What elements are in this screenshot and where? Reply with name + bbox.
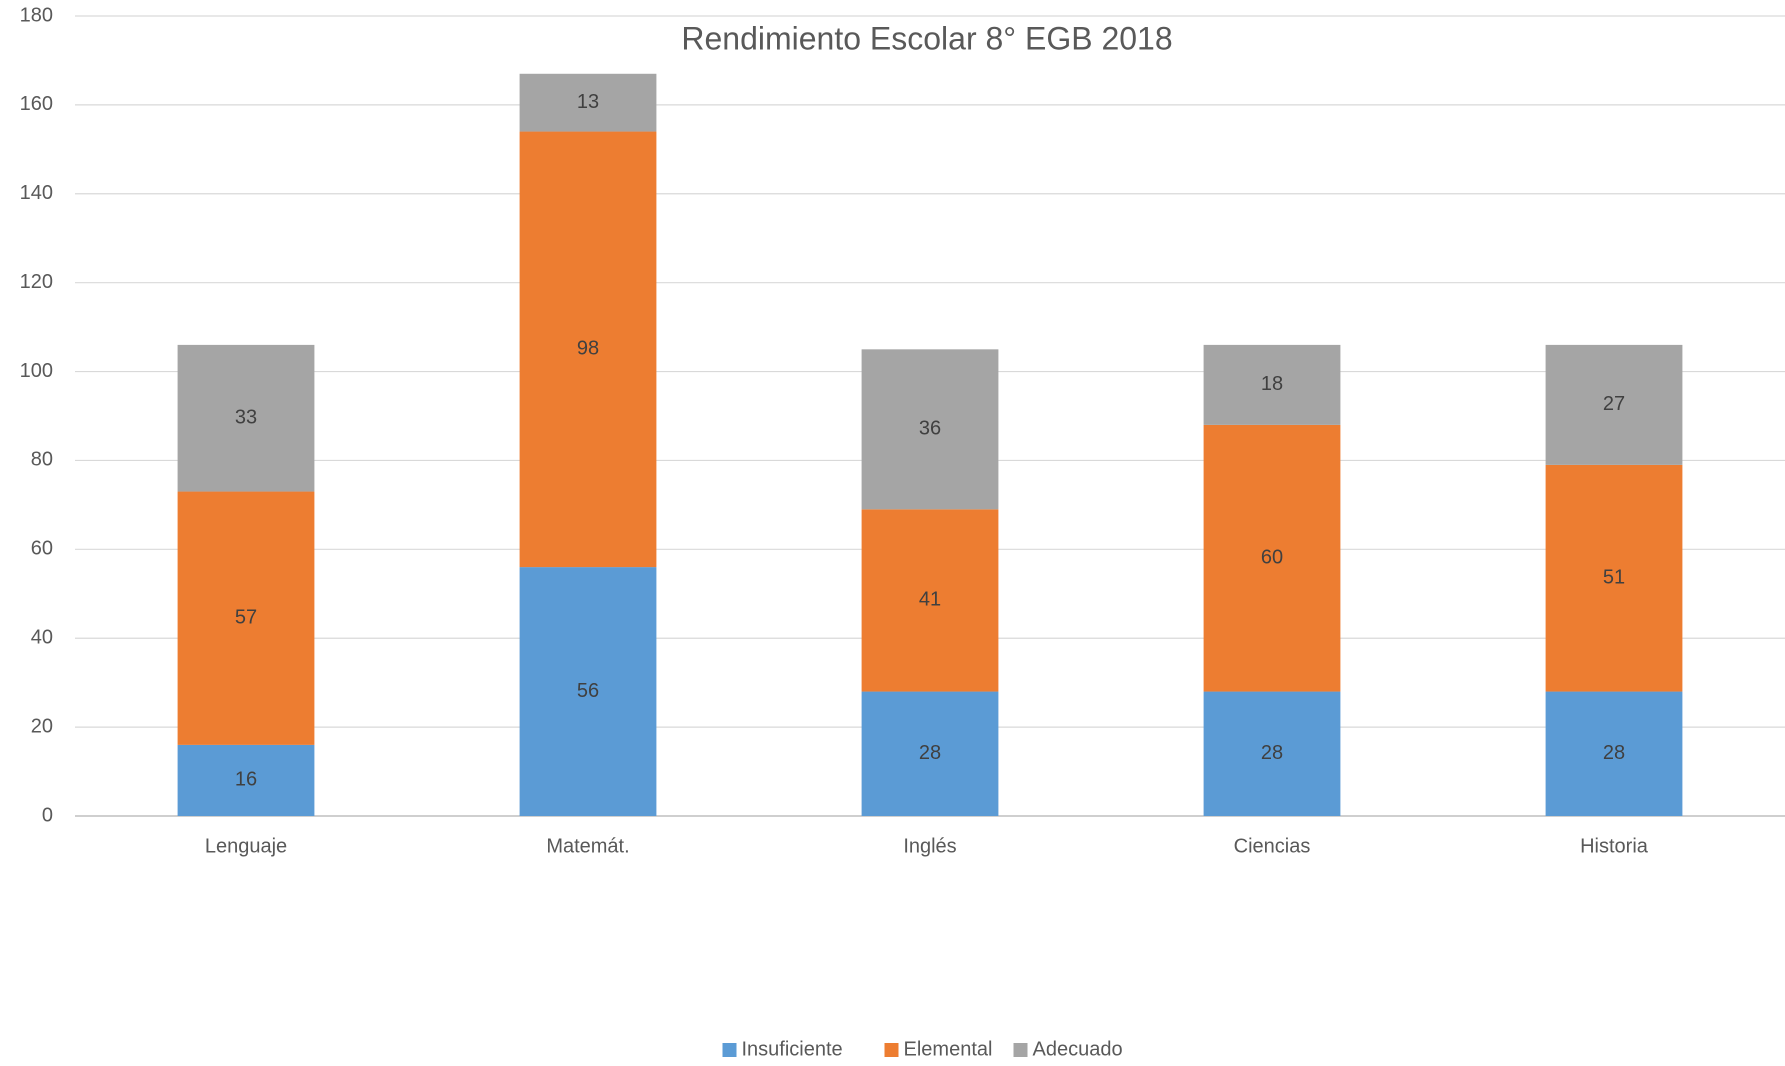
data-label: 27 — [1603, 393, 1625, 415]
y-tick-label: 140 — [20, 182, 53, 204]
data-label: 28 — [1261, 742, 1283, 764]
legend-swatch — [1013, 1043, 1028, 1057]
chart-title: Rendimiento Escolar 8° EGB 2018 — [681, 20, 1172, 56]
data-label: 28 — [1603, 742, 1625, 764]
y-tick-label: 80 — [31, 449, 53, 471]
y-tick-label: 40 — [31, 627, 53, 649]
bar-segment — [519, 73, 657, 132]
bar-segment — [1203, 344, 1341, 425]
bar-segment — [519, 567, 657, 816]
data-label: 51 — [1603, 567, 1625, 589]
x-tick-label: Matemát. — [546, 835, 629, 857]
x-tick-label: Historia — [1580, 835, 1649, 857]
data-label: 98 — [577, 338, 599, 360]
data-label: 36 — [919, 418, 941, 440]
bar-segment — [177, 344, 315, 492]
bar-segment — [519, 131, 657, 568]
data-label: 41 — [919, 589, 941, 611]
bar-segment — [1545, 691, 1683, 816]
bar-segment — [1203, 691, 1341, 816]
data-label: 57 — [235, 607, 257, 629]
y-tick-label: 100 — [20, 360, 53, 382]
data-label: 28 — [919, 742, 941, 764]
bar-segment — [1203, 424, 1341, 692]
y-tick-label: 60 — [31, 538, 53, 560]
bar-segment — [1545, 464, 1683, 692]
y-tick-label: 160 — [20, 93, 53, 115]
data-label: 56 — [577, 680, 599, 702]
data-label: 13 — [577, 91, 599, 113]
bar-segment — [177, 744, 315, 816]
x-tick-label: Inglés — [903, 835, 956, 857]
legend-swatch — [884, 1043, 899, 1057]
data-label: 16 — [235, 769, 257, 791]
data-label: 18 — [1261, 373, 1283, 395]
data-label: 33 — [235, 407, 257, 429]
bar-segment — [177, 491, 315, 745]
bar-segment — [1545, 344, 1683, 465]
y-tick-label: 0 — [42, 804, 53, 826]
bar-segment — [861, 509, 999, 692]
data-label: 60 — [1261, 547, 1283, 569]
legend-label: Elemental — [904, 1038, 993, 1060]
x-tick-label: Lenguaje — [205, 835, 287, 857]
bar-segment — [861, 691, 999, 816]
y-tick-label: 20 — [31, 715, 53, 737]
legend-label: Insuficiente — [742, 1038, 843, 1060]
y-tick-label: 120 — [20, 271, 53, 293]
legend-label: Adecuado — [1033, 1038, 1123, 1060]
x-tick-label: Ciencias — [1234, 835, 1311, 857]
bar-segment — [861, 349, 999, 510]
y-tick-label: 180 — [20, 4, 53, 26]
legend-swatch — [722, 1043, 737, 1057]
